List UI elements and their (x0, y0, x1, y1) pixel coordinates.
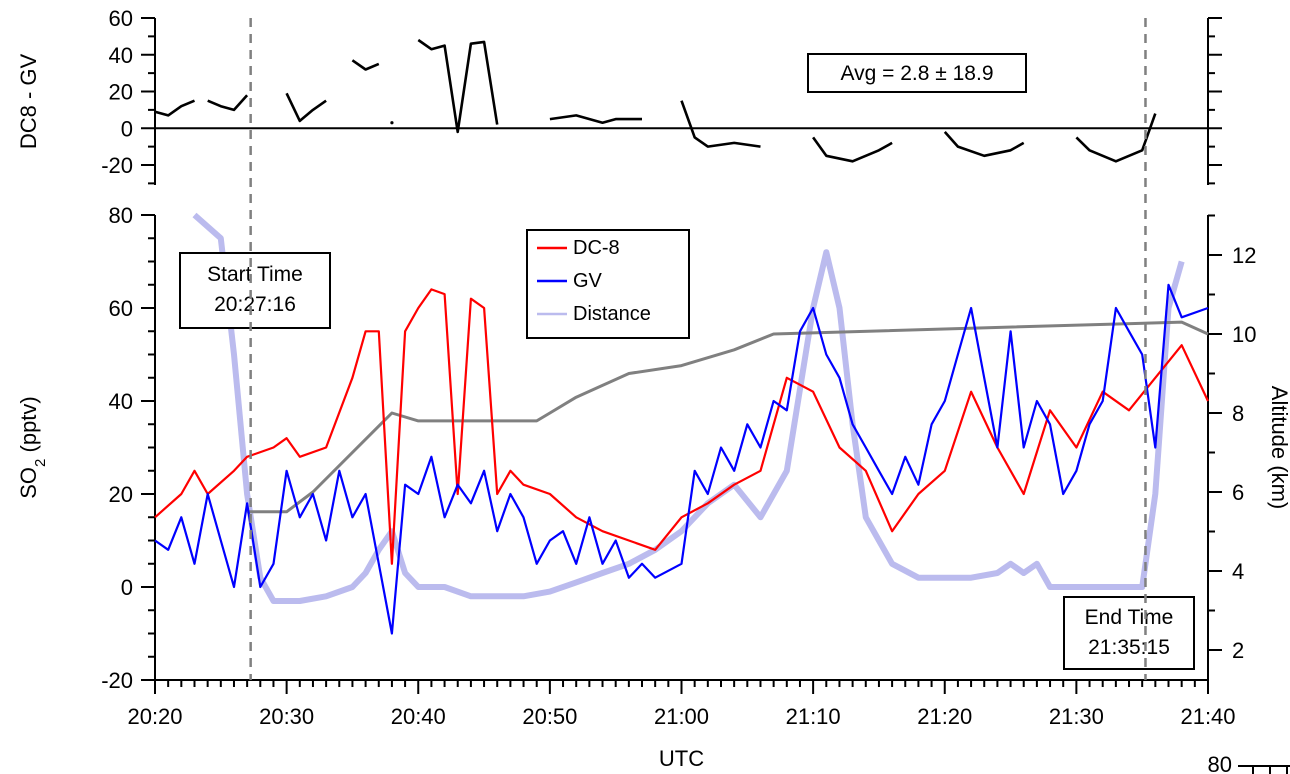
left-y-tick-label: 60 (109, 296, 133, 321)
top-y-axis-title: DC8 - GV (16, 54, 41, 150)
end-time-text: End Time (1085, 606, 1174, 629)
left-y-tick-label: 80 (109, 203, 133, 228)
right-y-tick-label: 6 (1232, 480, 1244, 505)
top-series-segment (154, 99, 195, 117)
corner-fragment-label: 80 (1208, 752, 1232, 774)
x-tick-label: 21:30 (1049, 704, 1104, 729)
right-y-tick-label: 4 (1232, 559, 1244, 584)
legend-label: DC-8 (573, 237, 620, 259)
x-tick-label: 20:40 (391, 704, 446, 729)
top-series-segment (207, 94, 249, 112)
legend-label: GV (573, 270, 603, 292)
top-series-point (390, 121, 394, 125)
left-y-tick-label: -20 (101, 668, 133, 693)
left-y-tick-label: 0 (121, 575, 133, 600)
top-series-segment (680, 100, 761, 148)
avg-annotation-text: Avg = 2.8 ± 18.9 (841, 62, 994, 85)
start-time-text: Start Time (207, 263, 303, 286)
right-y-tick-label: 12 (1232, 243, 1256, 268)
right-y-axis-title: Altitude (km) (1267, 386, 1290, 509)
top-series-segment (1075, 113, 1157, 163)
avg-annotation-box (807, 53, 1027, 93)
x-tick-label: 21:40 (1180, 704, 1235, 729)
top-y-tick-label: 0 (121, 116, 133, 141)
end-time-text: 21:35:15 (1088, 636, 1170, 659)
top-series-segment (549, 114, 642, 124)
right-y-tick-label: 8 (1232, 401, 1244, 426)
x-tick-label: 20:20 (127, 704, 182, 729)
top-series-segment (812, 136, 893, 163)
top-y-tick-label: 40 (109, 43, 133, 68)
left-y-tick-label: 20 (109, 482, 133, 507)
series-gv (154, 283, 1209, 635)
x-tick-label: 20:30 (259, 704, 314, 729)
top-series-segment (285, 92, 327, 123)
x-tick-label: 20:50 (522, 704, 577, 729)
right-y-tick-label: 2 (1232, 638, 1244, 663)
legend-label: Distance (573, 303, 651, 325)
bottom-panel: -20 0 20 40 60 80 2 4 6 8 10 12 20:20 20:30 20:40 20:50… (16, 203, 1290, 771)
x-tick-label: 21:00 (654, 704, 709, 729)
top-y-tick-label: 20 (109, 80, 133, 105)
series-dc-8 (154, 288, 1209, 565)
start-time-text: 20:27:16 (214, 293, 296, 316)
top-series-segment (417, 38, 499, 134)
top-panel: -20 0 20 40 60 Avg = 2.8 ± 18.9 DC8 - GV (16, 6, 1222, 185)
x-tick-label: 21:10 (786, 704, 841, 729)
end-time-box (1063, 596, 1195, 670)
x-axis-title: UTC (659, 746, 704, 771)
top-y-tick-label: -20 (101, 153, 133, 178)
series-altitude (247, 320, 1209, 514)
top-series-segment (943, 131, 1025, 158)
right-y-tick-label: 10 (1232, 322, 1256, 347)
left-y-axis-title: SO2 (pptv) (16, 396, 49, 499)
top-y-tick-label: 60 (109, 6, 133, 31)
left-y-tick-label: 40 (109, 389, 133, 414)
x-tick-label: 21:20 (917, 704, 972, 729)
start-time-box (179, 252, 331, 329)
top-series-segment (351, 59, 380, 71)
